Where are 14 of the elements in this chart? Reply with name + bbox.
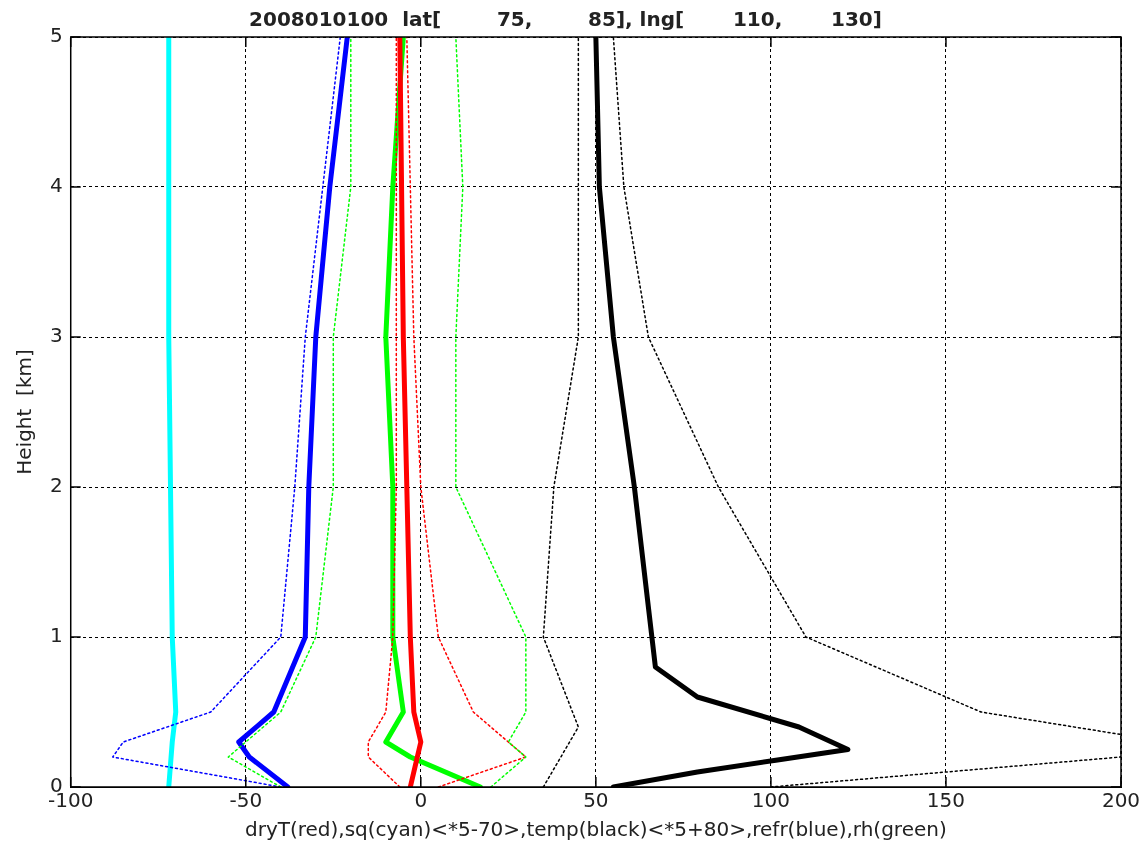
x-axis-title: dryT(red),sq(cyan)<*5-70>,temp(black)<*5+80>,refr(blue),rh(green) <box>244 817 947 842</box>
x-tick-label: 50 <box>583 788 609 813</box>
x-tick-label: 0 <box>414 788 428 813</box>
x-tick-label: -50 <box>229 788 263 813</box>
y-tick-label: 5 <box>49 23 63 48</box>
y-axis-title: Height [km] <box>12 349 37 475</box>
chart-title: 2008010100 lat[ 75, 85], lng[ 110, 130] <box>249 7 882 32</box>
y-tick-label: 2 <box>49 473 63 498</box>
x-tick-label: 100 <box>751 788 790 813</box>
x-tick-label: 200 <box>1101 788 1141 813</box>
y-tick-label: 1 <box>49 623 63 648</box>
x-tick-label: 150 <box>926 788 966 813</box>
y-tick-label: 3 <box>49 323 63 348</box>
y-tick-label: 4 <box>49 173 63 198</box>
